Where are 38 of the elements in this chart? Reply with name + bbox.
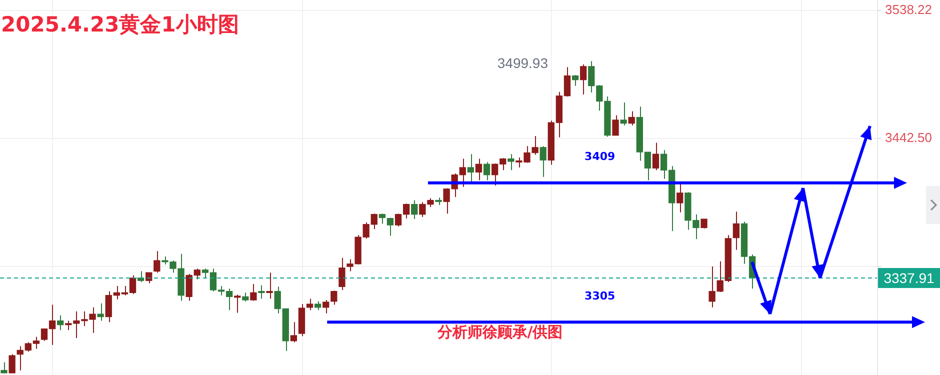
candlestick	[572, 74, 579, 86]
candlestick	[154, 250, 160, 274]
candlestick	[700, 218, 708, 229]
candlestick	[580, 64, 587, 96]
candlestick	[732, 211, 740, 250]
candlestick	[483, 162, 490, 181]
candlestick	[57, 314, 64, 331]
candlestick	[411, 200, 418, 220]
candlestick	[475, 158, 482, 181]
candlestick	[508, 154, 514, 171]
candlestick	[612, 114, 619, 136]
ref-line-label: 3305	[584, 289, 616, 302]
y-tick-label: 3442.50	[885, 130, 932, 146]
candlestick	[250, 283, 257, 302]
candlestick	[290, 322, 298, 343]
candlestick	[628, 110, 635, 126]
candlestick	[467, 154, 474, 182]
candlestick	[234, 294, 241, 314]
candlestick	[330, 290, 338, 306]
candlestick	[258, 284, 265, 300]
ref-line-label: 3337.91	[884, 270, 935, 286]
candlestick	[322, 300, 330, 314]
candlestick	[386, 217, 394, 236]
candlestick	[266, 272, 273, 300]
candlestick	[620, 102, 627, 126]
annotation: 3499.93	[497, 54, 548, 71]
candlestick	[306, 298, 314, 311]
candlestick	[652, 142, 660, 171]
candlestick	[378, 213, 386, 224]
candlestick	[338, 257, 346, 290]
y-tick-label: 3538.22	[885, 2, 932, 18]
candlestick	[8, 354, 16, 374]
candlestick	[97, 302, 104, 322]
text: 2025.4.23黄金1小时图	[1, 12, 239, 36]
ref-line-label: 3409	[584, 150, 616, 164]
candlestick	[0, 362, 8, 374]
annotation: 分析师徐顾承/供图	[436, 322, 563, 341]
candlestick	[540, 146, 546, 178]
